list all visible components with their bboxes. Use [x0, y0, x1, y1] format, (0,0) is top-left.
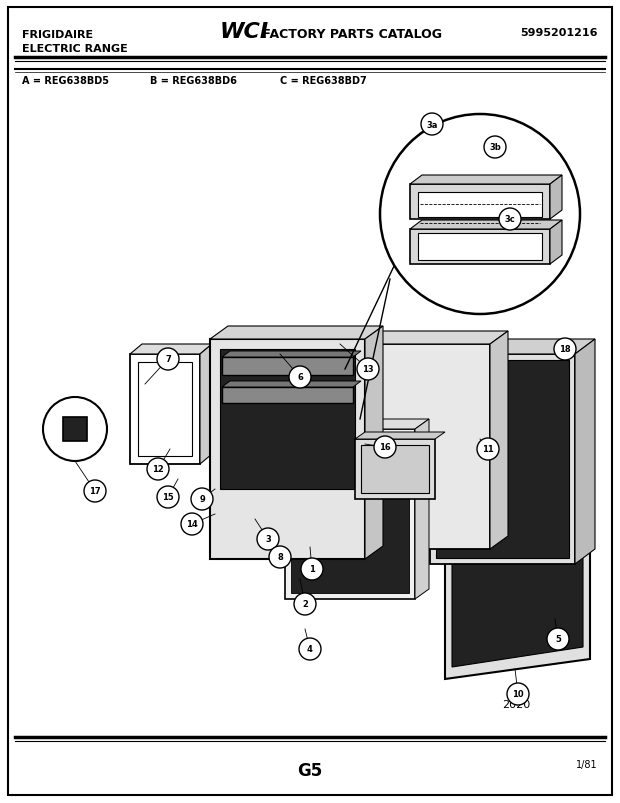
Circle shape: [374, 437, 396, 459]
Polygon shape: [435, 458, 590, 489]
Text: 3c: 3c: [505, 215, 515, 224]
Text: WCI: WCI: [220, 22, 269, 42]
Circle shape: [499, 209, 521, 230]
Text: FACTORY PARTS CATALOG: FACTORY PARTS CATALOG: [258, 28, 442, 41]
Polygon shape: [355, 433, 445, 439]
Bar: [430, 355, 575, 565]
Bar: [210, 340, 365, 560]
Polygon shape: [575, 340, 595, 565]
Bar: [355, 439, 435, 499]
Text: 12: 12: [152, 465, 164, 474]
Polygon shape: [222, 381, 361, 388]
Circle shape: [257, 528, 279, 550]
Circle shape: [157, 349, 179, 370]
Circle shape: [157, 487, 179, 508]
Text: G5: G5: [298, 761, 322, 779]
Polygon shape: [285, 419, 429, 430]
Circle shape: [477, 438, 499, 460]
Text: B = REG638BD6: B = REG638BD6: [150, 76, 237, 86]
Text: 1: 1: [309, 565, 315, 574]
Text: 10: 10: [512, 690, 524, 699]
Bar: [361, 446, 429, 493]
Text: 16: 16: [379, 443, 391, 452]
Circle shape: [301, 558, 323, 581]
Circle shape: [547, 628, 569, 650]
Circle shape: [191, 488, 213, 511]
Text: 6: 6: [297, 373, 303, 382]
Circle shape: [147, 459, 169, 480]
Circle shape: [181, 513, 203, 536]
Text: C = REG638BD7: C = REG638BD7: [280, 76, 367, 86]
Circle shape: [289, 366, 311, 389]
Bar: [350, 344, 490, 549]
Text: 9: 9: [199, 495, 205, 503]
Text: FRIGIDAIRE: FRIGIDAIRE: [22, 30, 93, 40]
Polygon shape: [365, 327, 383, 560]
Bar: [410, 185, 550, 220]
Polygon shape: [222, 352, 361, 357]
Polygon shape: [130, 344, 212, 355]
Circle shape: [380, 115, 580, 315]
Polygon shape: [550, 176, 562, 220]
Polygon shape: [200, 344, 212, 464]
Text: 5995201216: 5995201216: [521, 28, 598, 38]
Bar: [222, 357, 353, 376]
Text: 3a: 3a: [427, 120, 438, 129]
Circle shape: [484, 137, 506, 159]
Bar: [291, 435, 409, 593]
Polygon shape: [490, 332, 508, 549]
Text: A = REG638BD5: A = REG638BD5: [22, 76, 109, 86]
Circle shape: [294, 593, 316, 615]
Text: ELECTRIC RANGE: ELECTRIC RANGE: [22, 44, 128, 54]
Text: 2020: 2020: [502, 699, 530, 709]
Polygon shape: [210, 327, 383, 340]
Bar: [410, 230, 550, 265]
Circle shape: [507, 683, 529, 705]
Polygon shape: [410, 176, 562, 185]
Text: 1/81: 1/81: [577, 759, 598, 769]
Text: 8: 8: [277, 552, 283, 562]
Bar: [418, 234, 542, 261]
Text: 2: 2: [302, 600, 308, 609]
Text: 14: 14: [186, 520, 198, 529]
Bar: [222, 388, 353, 403]
Bar: [436, 361, 569, 558]
Circle shape: [421, 114, 443, 136]
Circle shape: [43, 397, 107, 462]
Text: 17: 17: [89, 487, 101, 496]
Bar: [130, 355, 200, 464]
Bar: [285, 430, 415, 599]
Polygon shape: [410, 221, 562, 230]
Bar: [418, 193, 542, 218]
Circle shape: [554, 339, 576, 361]
Polygon shape: [445, 470, 590, 679]
Polygon shape: [415, 419, 429, 599]
Text: 13: 13: [362, 365, 374, 374]
Text: 3b: 3b: [489, 143, 501, 153]
Bar: [220, 349, 355, 489]
Polygon shape: [430, 340, 595, 355]
Bar: [63, 418, 87, 442]
Text: 4: 4: [307, 645, 313, 654]
Circle shape: [299, 638, 321, 660]
Text: 5: 5: [555, 634, 561, 644]
Bar: [138, 362, 192, 456]
Text: 11: 11: [482, 445, 494, 454]
Text: 15: 15: [162, 493, 174, 502]
Polygon shape: [350, 332, 508, 344]
Text: 7: 7: [165, 355, 171, 364]
Text: 3: 3: [265, 535, 271, 544]
Circle shape: [269, 546, 291, 569]
Circle shape: [84, 480, 106, 503]
Polygon shape: [550, 221, 562, 265]
Circle shape: [357, 359, 379, 381]
Text: 18: 18: [559, 345, 571, 354]
Polygon shape: [452, 480, 583, 667]
